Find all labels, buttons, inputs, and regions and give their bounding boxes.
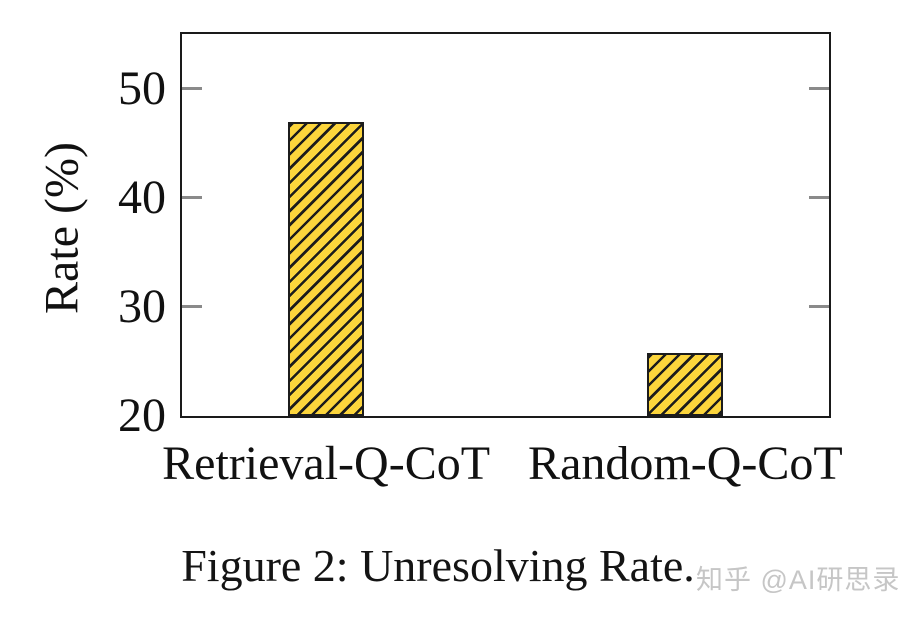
bar-retrieval-q-cot [288, 122, 365, 416]
y-tick-mark-left [182, 196, 202, 200]
y-tick-label: 30 [118, 279, 166, 333]
y-tick-label: 50 [118, 61, 166, 115]
category-label-1: Retrieval-Q-CoT [162, 437, 491, 490]
watermark-text: 知乎 @AI研思录 [696, 565, 901, 595]
category-label-2: Random-Q-CoT [528, 437, 843, 490]
y-tick-label: 40 [118, 170, 166, 224]
y-tick-label: 20 [118, 389, 166, 442]
y-tick-mark-right [809, 196, 829, 200]
y-tick-mark-left [182, 87, 202, 91]
plot-area [180, 32, 831, 418]
y-tick-mark-right [809, 87, 829, 91]
bar-random-q-cot [647, 352, 724, 416]
y-tick-mark-left [182, 305, 202, 309]
y-tick-mark-right [809, 305, 829, 309]
figure-caption: Figure 2: Unresolving Rate. [181, 540, 695, 591]
